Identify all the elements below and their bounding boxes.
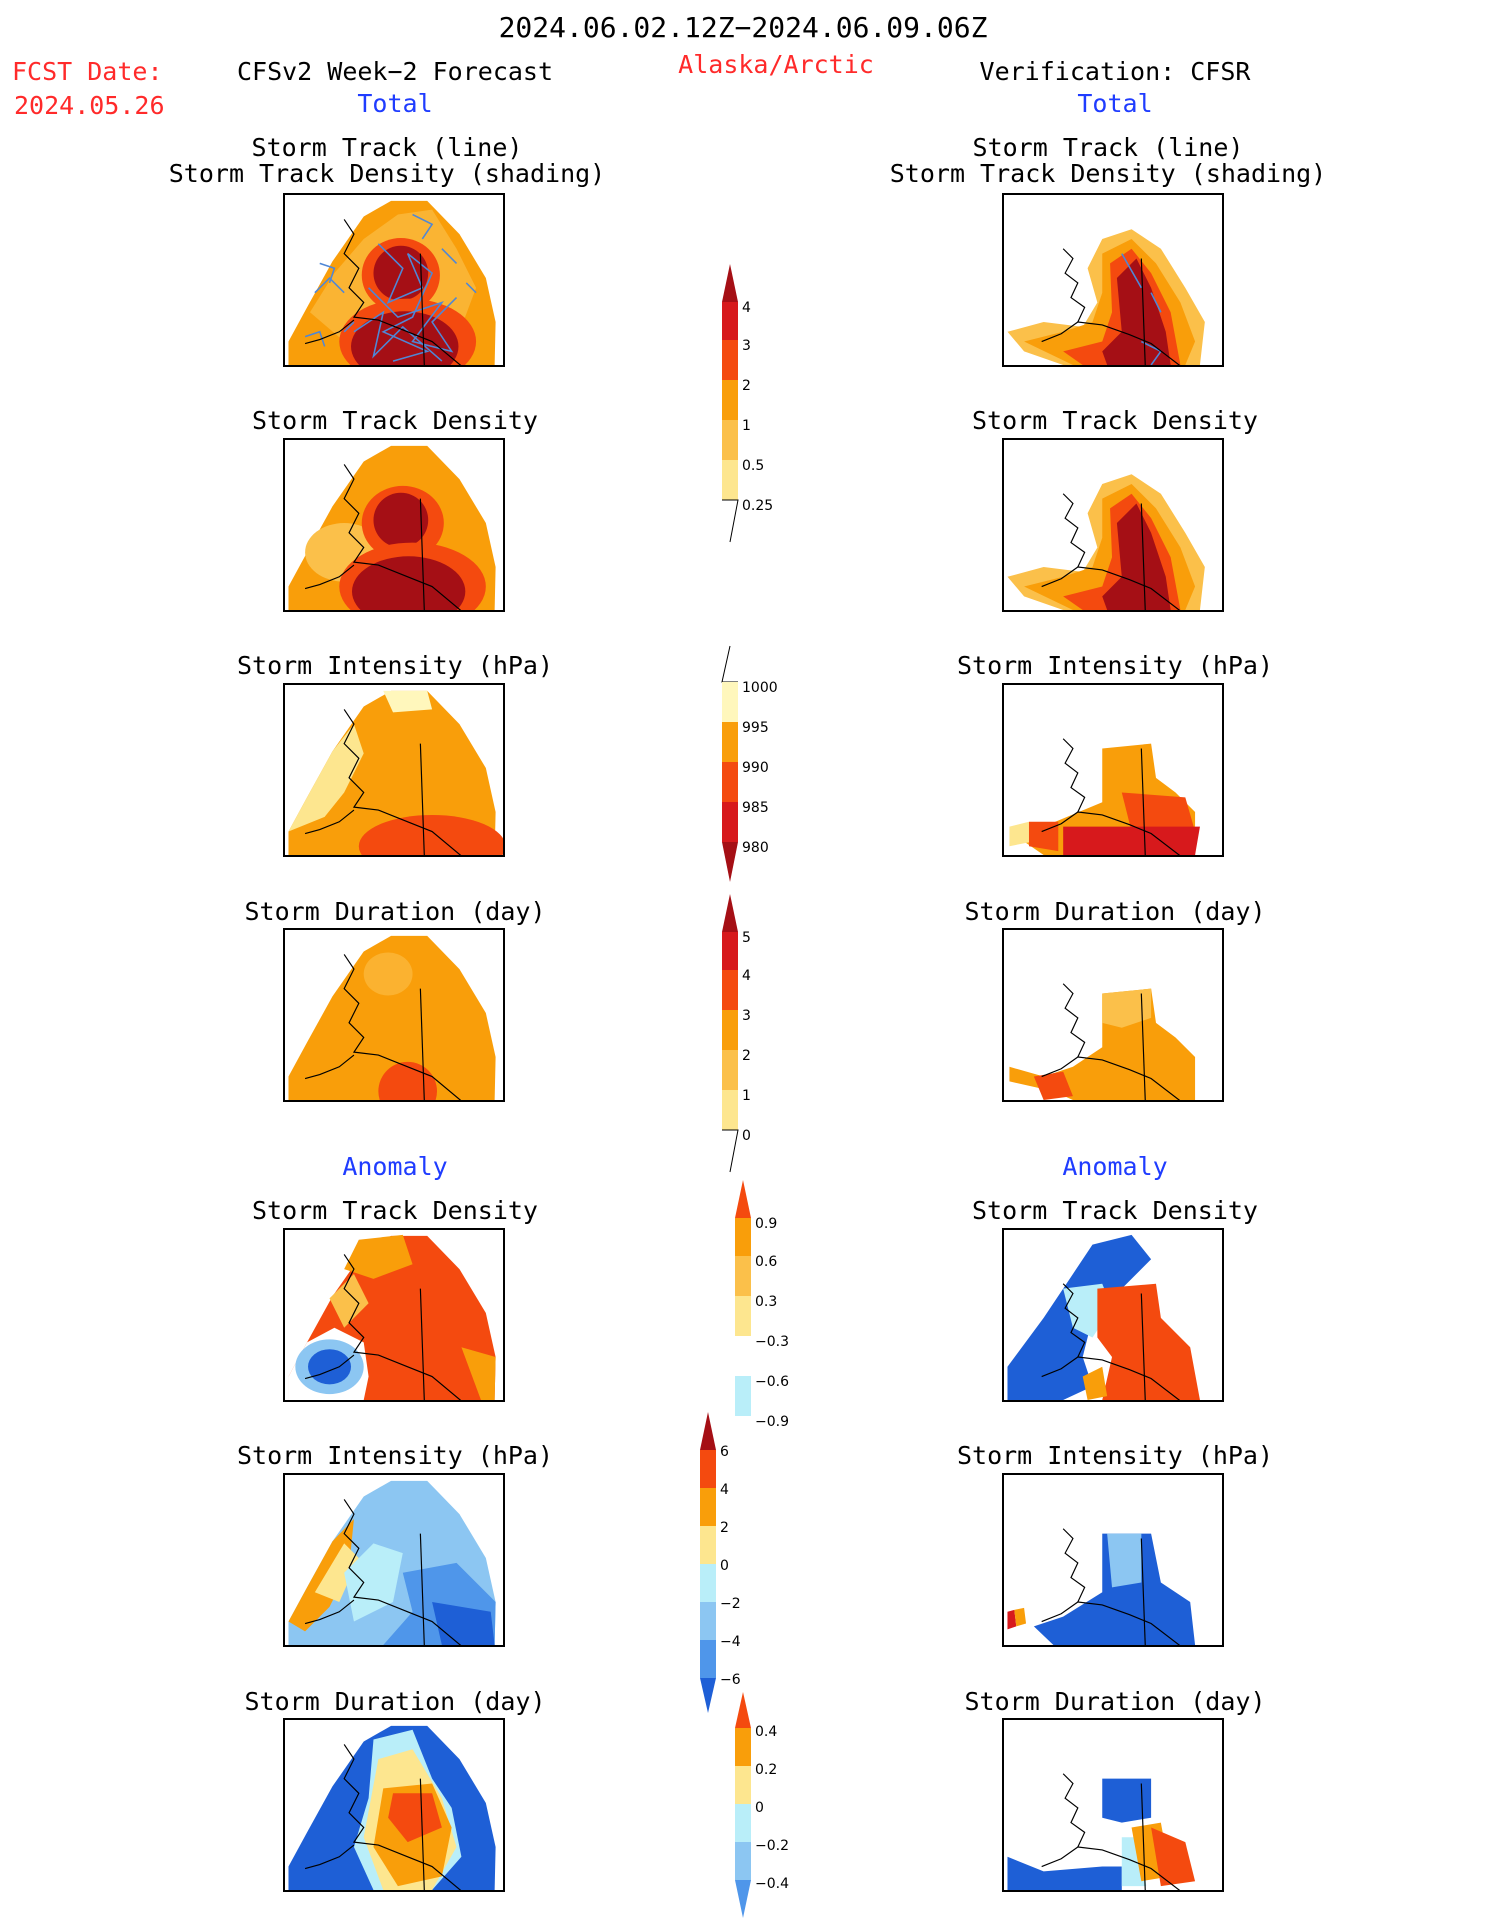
- tick-intensity-anom-2: 2: [720, 1520, 729, 1536]
- tick-density-anom-neg0.6: −0.6: [755, 1374, 789, 1390]
- right-duration-map: [1002, 928, 1224, 1102]
- left-density-anom-title: Storm Track Density: [252, 1196, 538, 1225]
- tick-duration-anom-0: 0: [755, 1800, 764, 1816]
- region-title: Alaska/Arctic: [678, 50, 874, 79]
- fcst-date-value: 2024.05.26: [14, 91, 165, 120]
- tick-track-density-4: 4: [742, 300, 751, 316]
- tick-track-density-0.5: 0.5: [742, 458, 764, 474]
- right-intensity-anom-map: [1002, 1473, 1224, 1647]
- tick-intensity-anom-6: 6: [720, 1444, 729, 1460]
- tick-duration-2: 2: [742, 1048, 751, 1064]
- left-density-title: Storm Track Density: [252, 406, 538, 435]
- right-duration-title: Storm Duration (day): [964, 897, 1266, 926]
- fcst-date-label: FCST Date:: [12, 57, 163, 86]
- colorbar-duration-anom: 0.4 0.2 0 −0.2 −0.4: [735, 1690, 805, 1924]
- tick-intensity-anom-neg2: −2: [720, 1596, 741, 1612]
- tick-intensity-995: 995: [742, 720, 769, 736]
- tick-duration-anom-0.2: 0.2: [755, 1762, 777, 1778]
- tick-duration-1: 1: [742, 1088, 751, 1104]
- tick-track-density-0.25: 0.25: [742, 498, 773, 514]
- tick-density-anom-neg0.9: −0.9: [755, 1414, 789, 1430]
- colorbar-duration: 5 4 3 2 1 0: [722, 892, 792, 1178]
- left-column-title: CFSv2 Week−2 Forecast: [236, 57, 554, 86]
- left-track-title-1: Storm Track (line): [251, 133, 523, 162]
- left-anomaly-label: Anomaly: [342, 1152, 448, 1181]
- tick-intensity-anom-4: 4: [720, 1482, 729, 1498]
- tick-duration-4: 4: [742, 968, 751, 984]
- tick-duration-0: 0: [742, 1128, 751, 1144]
- colorbar-intensity: 1000 995 990 985 980: [721, 645, 792, 890]
- left-density-map: [283, 438, 505, 612]
- right-track-density-map: [1002, 193, 1224, 367]
- right-total-label: Total: [1077, 89, 1153, 118]
- left-track-density-map: [283, 193, 505, 367]
- right-density-map: [1002, 438, 1224, 612]
- tick-duration-anom-0.4: 0.4: [755, 1724, 777, 1740]
- tick-intensity-990: 990: [742, 760, 769, 776]
- left-duration-map: [283, 928, 505, 1102]
- tick-intensity-anom-neg6: −6: [720, 1672, 741, 1688]
- tick-duration-3: 3: [742, 1008, 751, 1024]
- left-intensity-anom-title: Storm Intensity (hPa): [236, 1441, 554, 1470]
- tick-intensity-1000: 1000: [742, 680, 778, 696]
- right-density-title: Storm Track Density: [972, 406, 1258, 435]
- colorbar-density-anom: 0.9 0.6 0.3 −0.3 −0.6 −0.9: [735, 1178, 805, 1464]
- right-density-anom-map: [1002, 1228, 1224, 1402]
- left-density-anom-map: [283, 1228, 505, 1402]
- colorbar-track-density: 4 3 2 1 0.5 0.25: [722, 262, 792, 548]
- colorbar-intensity-anom: 6 4 2 0 −2 −4 −6: [700, 1410, 770, 1719]
- right-column-title: Verification: CFSR: [979, 57, 1251, 86]
- left-duration-anom-map: [283, 1718, 505, 1892]
- left-intensity-anom-map: [283, 1473, 505, 1647]
- tick-track-density-1: 1: [742, 418, 751, 434]
- left-intensity-title: Storm Intensity (hPa): [236, 651, 554, 680]
- right-track-title-1: Storm Track (line): [972, 133, 1244, 162]
- tick-density-anom-0.6: 0.6: [755, 1254, 777, 1270]
- right-intensity-title: Storm Intensity (hPa): [956, 651, 1274, 680]
- period-title: 2024.06.02.12Z−2024.06.09.06Z: [498, 11, 988, 44]
- left-duration-anom-title: Storm Duration (day): [244, 1687, 546, 1716]
- tick-duration-5: 5: [742, 930, 751, 946]
- right-duration-anom-title: Storm Duration (day): [964, 1687, 1266, 1716]
- left-duration-title: Storm Duration (day): [244, 897, 546, 926]
- right-duration-anom-map: [1002, 1718, 1224, 1892]
- tick-intensity-980: 980: [742, 840, 769, 856]
- tick-intensity-anom-0: 0: [720, 1558, 729, 1574]
- tick-track-density-3: 3: [742, 338, 751, 354]
- right-intensity-anom-title: Storm Intensity (hPa): [956, 1441, 1274, 1470]
- right-track-title-2: Storm Track Density (shading): [889, 159, 1327, 188]
- left-total-label: Total: [357, 89, 433, 118]
- tick-density-anom-0.9: 0.9: [755, 1216, 777, 1232]
- tick-track-density-2: 2: [742, 378, 751, 394]
- left-intensity-map: [283, 683, 505, 857]
- tick-duration-anom-neg0.4: −0.4: [755, 1876, 789, 1892]
- tick-intensity-985: 985: [742, 800, 769, 816]
- tick-duration-anom-neg0.2: −0.2: [755, 1838, 789, 1854]
- right-intensity-map: [1002, 683, 1224, 857]
- tick-intensity-anom-neg4: −4: [720, 1634, 741, 1650]
- right-anomaly-label: Anomaly: [1062, 1152, 1168, 1181]
- left-track-title-2: Storm Track Density (shading): [168, 159, 606, 188]
- right-density-anom-title: Storm Track Density: [972, 1196, 1258, 1225]
- tick-density-anom-0.3: 0.3: [755, 1294, 777, 1310]
- tick-density-anom-neg0.3: −0.3: [755, 1334, 789, 1350]
